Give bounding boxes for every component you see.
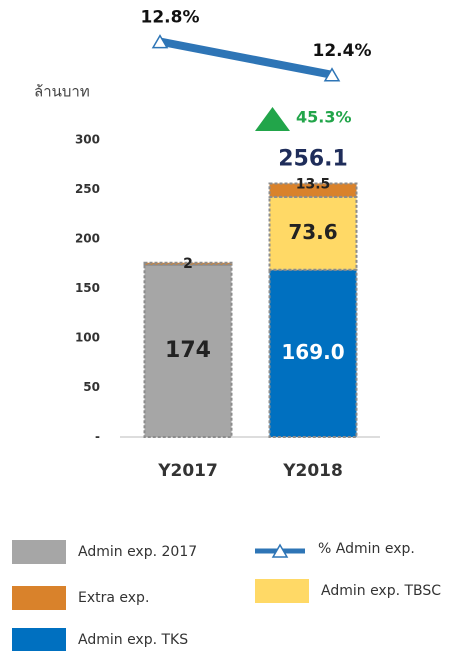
y-tick-label: 250: [75, 182, 100, 196]
legend-swatch: [12, 628, 66, 651]
y-tick-label: 200: [75, 232, 100, 246]
legend-swatch: [255, 579, 309, 603]
growth-label: 45.3%: [296, 108, 352, 127]
legend-marker: [271, 543, 289, 558]
x-tick-label: Y2017: [157, 461, 218, 481]
data-label: 73.6: [288, 220, 337, 244]
data-label: 169.0: [281, 340, 344, 364]
bar-segment: [143, 263, 233, 438]
bar-segment: [268, 268, 358, 438]
y-tick-label: 300: [75, 133, 100, 147]
data-label: 13.5: [296, 176, 331, 192]
y-tick-label: -: [95, 430, 100, 444]
legend-label: Extra exp.: [78, 590, 149, 606]
line-marker: [323, 67, 341, 82]
y-axis-label: ล้านบาท: [34, 83, 90, 101]
total-label: 256.1: [278, 146, 348, 171]
legend-label: Admin exp. TKS: [78, 632, 188, 648]
bar-segment: [143, 261, 233, 266]
legend-swatch: [12, 586, 66, 610]
line: [159, 37, 333, 79]
line-label: 12.8%: [141, 8, 200, 28]
line-label: 12.4%: [313, 41, 372, 61]
x-tick-label: Y2018: [282, 461, 343, 481]
legend-swatch: [12, 540, 66, 564]
bar-segment: [268, 182, 358, 198]
bar-segment: [268, 195, 358, 271]
y-tick-label: 100: [75, 331, 100, 345]
data-label: 174: [165, 338, 211, 363]
data-label: 2: [183, 256, 193, 272]
y-tick-label: 50: [83, 380, 100, 394]
y-tick-label: 150: [75, 281, 100, 295]
growth-triangle: [255, 107, 290, 131]
legend-label: % Admin exp.: [318, 541, 415, 557]
line-marker: [151, 34, 169, 49]
legend-label: Admin exp. 2017: [78, 544, 197, 560]
legend-label: Admin exp. TBSC: [321, 583, 441, 599]
